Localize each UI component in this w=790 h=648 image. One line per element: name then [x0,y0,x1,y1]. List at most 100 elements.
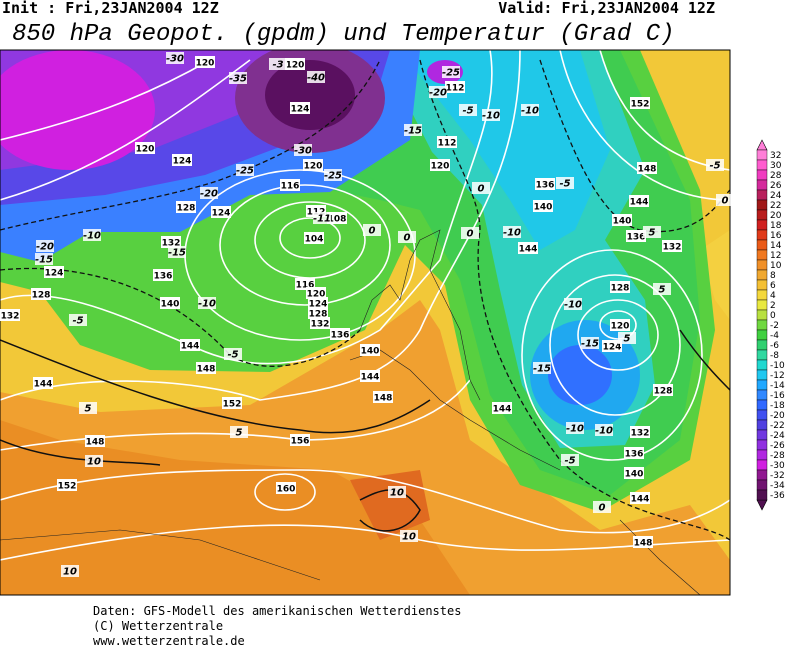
temperature-label: -10 [566,424,584,435]
geopotential-label: 132 [311,320,330,330]
temperature-label-box [69,314,87,326]
geopotential-label-box [633,536,653,548]
temperature-label: 0 [467,229,474,240]
geopotential-label: 136 [536,181,555,191]
geopotential-label-box [31,288,51,300]
geopotential-label-box [624,467,644,479]
legend-label: -4 [770,331,779,341]
temperature-label: -10 [198,299,216,310]
temperature-label-box [533,362,551,374]
geopotential-label: 128 [654,387,673,397]
geopotential-label: 120 [307,290,326,300]
geopotential-label: 152 [631,100,650,110]
color-legend: 32302826242220181614121086420-2-4-6-8-10… [756,139,785,511]
legend-swatch [756,219,768,231]
temperature-label-box [442,66,460,78]
legend-swatch [756,199,768,211]
temperature-label-box [521,104,539,116]
footer-copyright: (C) Wetterzentrale [93,619,223,633]
temperature-label: -5 [709,161,720,172]
geopotential-label-box [629,195,649,207]
geopotential-label-box [430,159,450,171]
geopotential-label: 128 [611,284,630,294]
valid-time: Valid: Fri,23JAN2004 12Z [498,0,715,17]
temperature-label: -30 [166,54,184,65]
legend-swatch [756,149,768,161]
legend-label: -14 [770,381,785,391]
geopotential-label: 128 [177,204,196,214]
temperature-label: -5 [564,456,575,467]
legend-label: 20 [770,211,782,221]
temperature-label: 0 [722,196,729,207]
legend-swatch [756,179,768,191]
legend-swatch [756,369,768,381]
geopotential-label: 112 [446,84,465,94]
contour-labels: 1201201241201241161201281241121081041321… [0,52,734,578]
legend-swatch [756,209,768,221]
geopotential-label: 148 [86,438,105,448]
legend-swatch [756,469,768,481]
temperature-label-box [168,246,186,258]
temperature-label-box [200,187,218,199]
legend-label: 8 [770,271,776,281]
geopotential-label-box [308,307,328,319]
temperature-label: 5 [659,285,666,296]
geopotential-label-box [533,200,553,212]
temperature-label-box [224,348,242,360]
temperature-label: 10 [87,457,101,468]
temperature-label: -5 [462,106,473,117]
geopotential-label: 136 [627,233,646,243]
geopotential-label-box [626,230,646,242]
geopotential-label-box [57,479,77,491]
temperature-label-box [716,194,734,206]
geopotential-label-box [306,287,326,299]
geopotential-label-box [172,154,192,166]
geopotential-label-box [153,269,173,281]
temperature-label-box [429,86,447,98]
geopotential-label: 120 [611,322,630,332]
legend-label: -36 [770,491,785,501]
geopotential-label: 112 [438,139,457,149]
temperature-label-box [269,58,287,70]
legend-swatch [756,379,768,391]
temperature-label: -15 [168,248,186,259]
legend-swatch [756,419,768,431]
legend-swatch [756,439,768,451]
legend-label: -34 [770,481,785,491]
temperature-label: 0 [404,233,411,244]
temperature-label-box [653,283,671,295]
temperature-label: -10 [83,231,101,242]
temperature-label: -25 [324,171,342,182]
geopotential-label-box [602,340,622,352]
legend-label: 30 [770,161,782,171]
geopotential-label-box [33,377,53,389]
temperature-label: 5 [624,334,631,345]
temperature-label-box [388,486,406,498]
temperature-label-box [166,52,184,64]
legend-label: -24 [770,431,785,441]
temperature-label: -15 [533,364,551,375]
temperature-label: -5 [227,350,238,361]
legend-label: -8 [770,351,779,361]
geopotential-label: 132 [631,429,650,439]
legend-label: 24 [770,191,782,201]
geopotential-label-box [308,297,328,309]
geopotential-label-box [662,240,682,252]
legend-label: -22 [770,421,785,431]
legend-swatch [756,289,768,301]
legend-arrow-top [756,139,768,151]
temperature-label-box [566,422,584,434]
geopotential-label-box [610,281,630,293]
temperature-label: -10 [521,106,539,117]
geopotential-label: 160 [277,485,296,495]
init-time: Init : Fri,23JAN2004 12Z [2,0,219,17]
geopotential-label: 144 [181,342,200,352]
temperature-label: -25 [236,166,254,177]
temperature-label: -3 [272,60,283,71]
legend-label: -16 [770,391,785,401]
legend-swatch [756,259,768,271]
geopotential-label: 144 [361,373,380,383]
temperature-label: -30 [294,146,312,157]
